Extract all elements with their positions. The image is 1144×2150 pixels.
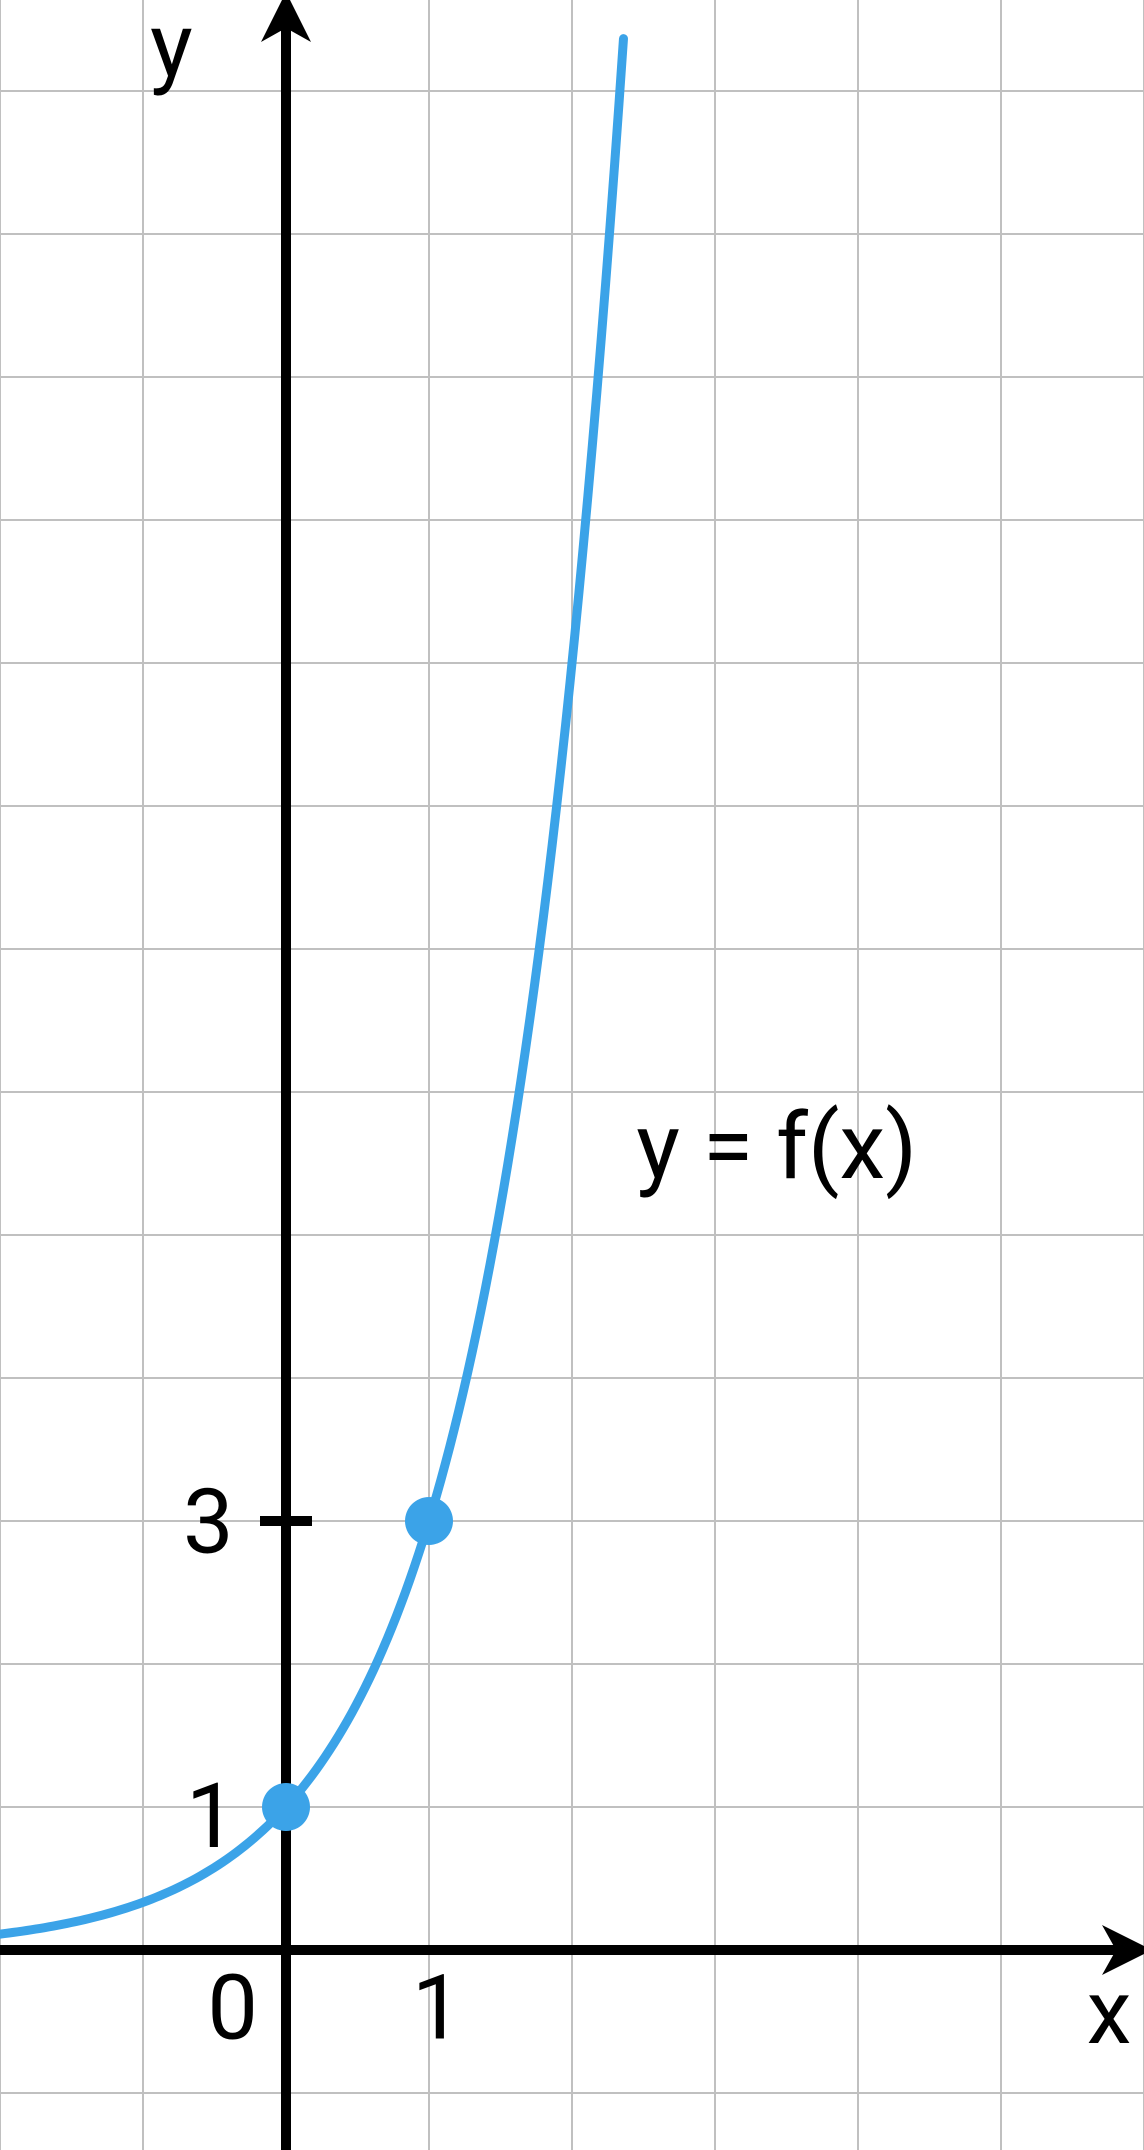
curve-point (405, 1497, 453, 1545)
origin-label: 0 (207, 1956, 258, 2061)
x-tick-label-1: 1 (412, 1956, 463, 2061)
exponential-chart: y x 0 1 1 3 y = f(x) (0, 0, 1144, 2150)
y-tick-label-3: 3 (183, 1469, 234, 1574)
curve-point (262, 1783, 310, 1831)
x-axis-label: x (1087, 1960, 1132, 2065)
y-tick-label-1: 1 (186, 1764, 237, 1869)
y-axis-label: y (150, 0, 193, 99)
curve-label: y = f(x) (636, 1094, 917, 1201)
